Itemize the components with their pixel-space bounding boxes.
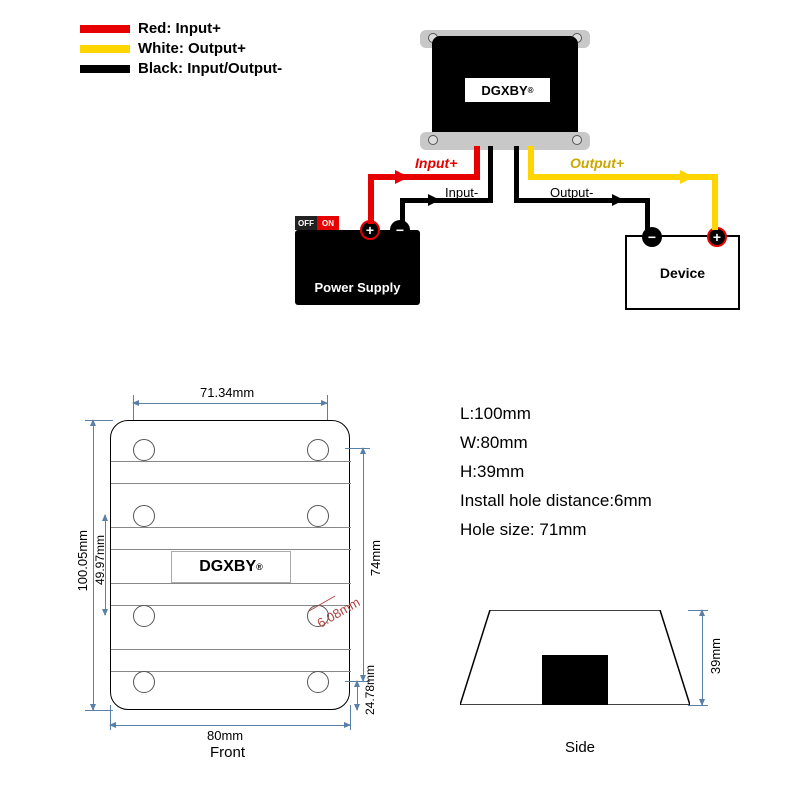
dim-tick bbox=[688, 610, 708, 611]
flange-hole-icon bbox=[428, 135, 438, 145]
input-minus-label: Input- bbox=[445, 185, 478, 200]
on-text: ON bbox=[322, 219, 334, 228]
spec-line: W:80mm bbox=[460, 429, 652, 458]
dim-left-text: 100.05mm bbox=[75, 530, 90, 591]
dim-top-text: 71.34mm bbox=[200, 385, 254, 400]
arrow-icon bbox=[680, 170, 694, 184]
wire-segment bbox=[514, 146, 519, 203]
converter-brand-label: DGXBY® bbox=[465, 78, 550, 102]
front-brand-label: DGXBY® bbox=[171, 551, 291, 583]
legend-swatch-black bbox=[80, 65, 130, 73]
arrow-icon bbox=[395, 170, 409, 184]
device-label: Device bbox=[660, 265, 705, 281]
spec-line: Hole size: 71mm bbox=[460, 516, 652, 545]
front-ridge-line bbox=[111, 583, 351, 584]
device: − + Device bbox=[625, 235, 740, 310]
spec-line: L:100mm bbox=[460, 400, 652, 429]
mounting-hole-icon bbox=[307, 671, 329, 693]
wire-segment bbox=[368, 174, 480, 180]
side-view: 39mm Side bbox=[450, 570, 740, 730]
side-svg bbox=[460, 610, 690, 705]
side-caption: Side bbox=[450, 739, 710, 756]
front-ridge-line bbox=[111, 461, 351, 462]
legend-row: Red: Input+ bbox=[80, 20, 282, 37]
output-plus-label: Output+ bbox=[570, 155, 624, 171]
mounting-hole-icon bbox=[133, 671, 155, 693]
dim-tick bbox=[85, 420, 113, 421]
wire-segment bbox=[645, 198, 650, 230]
spec-line: H:39mm bbox=[460, 458, 652, 487]
front-ridge-line bbox=[111, 527, 351, 528]
legend-swatch-yellow bbox=[80, 45, 130, 53]
legend-label: White: Output+ bbox=[138, 40, 246, 57]
dim-bottom-text: 80mm bbox=[207, 728, 243, 743]
dim-side-text: 39mm bbox=[708, 638, 723, 674]
dim-line bbox=[702, 610, 703, 705]
converter: DGXBY® bbox=[420, 30, 590, 150]
brand-text: DGXBY bbox=[481, 83, 527, 98]
power-supply: OFF ON + − Power Supply bbox=[295, 230, 420, 305]
legend-label: Red: Input+ bbox=[138, 20, 221, 37]
converter-flange-bottom bbox=[420, 132, 590, 150]
psu-switch: OFF ON bbox=[295, 216, 339, 230]
output-minus-label: Output- bbox=[550, 185, 593, 200]
dim-tick bbox=[688, 705, 708, 706]
arrow-icon bbox=[612, 194, 624, 206]
wire-segment bbox=[488, 146, 493, 203]
input-plus-label: Input+ bbox=[415, 155, 457, 171]
front-ridge-line bbox=[111, 649, 351, 650]
dim-line bbox=[133, 403, 327, 404]
legend-row: White: Output+ bbox=[80, 40, 282, 57]
front-ridge-line bbox=[111, 483, 351, 484]
mounting-hole-icon bbox=[133, 605, 155, 627]
off-text: OFF bbox=[298, 219, 314, 228]
specs-block: L:100mm W:80mm H:39mm Install hole dista… bbox=[460, 400, 652, 544]
brand-text: DGXBY bbox=[199, 558, 256, 576]
front-view: 71.34mm DGXBY® 100.05mm 49.97mm 74mm 6.0… bbox=[75, 385, 380, 735]
device-terminal-minus-icon: − bbox=[642, 227, 662, 247]
dim-line bbox=[363, 448, 364, 681]
wire-segment bbox=[474, 146, 480, 180]
dim-line bbox=[110, 725, 350, 726]
dim-line bbox=[357, 681, 358, 710]
dim-tick bbox=[345, 448, 370, 449]
front-caption: Front bbox=[75, 744, 380, 761]
wire-segment bbox=[368, 174, 374, 224]
legend-row: Black: Input/Output- bbox=[80, 60, 282, 77]
psu-switch-on: ON bbox=[317, 216, 339, 230]
dim-2478-text: 24.78mm bbox=[363, 665, 377, 715]
dim-tick bbox=[350, 705, 351, 730]
dim-tick bbox=[110, 705, 111, 730]
dim-tick bbox=[85, 710, 113, 711]
arrow-icon bbox=[428, 194, 440, 206]
legend: Red: Input+ White: Output+ Black: Input/… bbox=[80, 20, 282, 80]
legend-swatch-red bbox=[80, 25, 130, 33]
spec-line: Install hole distance:6mm bbox=[460, 487, 652, 516]
psu-switch-off: OFF bbox=[295, 216, 317, 230]
psu-label: Power Supply bbox=[315, 280, 401, 295]
dim-left-inner-text: 49.97mm bbox=[93, 535, 107, 585]
flange-hole-icon bbox=[572, 135, 582, 145]
mounting-hole-icon bbox=[307, 505, 329, 527]
front-outline: DGXBY® bbox=[110, 420, 350, 710]
side-outline bbox=[460, 610, 690, 705]
mounting-hole-icon bbox=[307, 439, 329, 461]
mounting-hole-icon bbox=[133, 505, 155, 527]
front-ridge-line bbox=[111, 549, 351, 550]
mounting-hole-icon bbox=[133, 439, 155, 461]
wire-segment bbox=[712, 174, 718, 230]
device-terminal-plus-icon: + bbox=[707, 227, 727, 247]
wiring-diagram: DGXBY® OFF ON + − Power Supply − + Devic… bbox=[260, 30, 760, 320]
dim-right-74-text: 74mm bbox=[368, 540, 383, 576]
